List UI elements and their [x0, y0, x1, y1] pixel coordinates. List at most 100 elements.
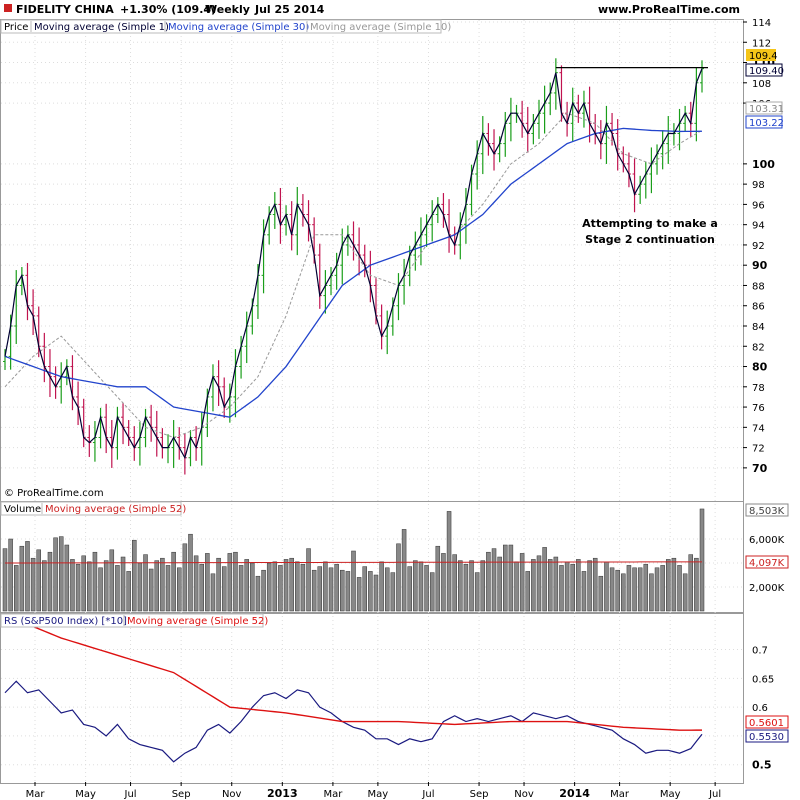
x-tick-label: Sep	[172, 789, 191, 800]
grid-lines	[1, 20, 743, 782]
last-price-tag: 109.4	[749, 51, 778, 62]
volume-bar	[525, 571, 530, 612]
volume-legend-box	[0, 501, 182, 516]
volume-bar	[58, 536, 64, 612]
volume-bar	[266, 562, 272, 612]
volume-bar	[452, 554, 457, 612]
volume-bar	[570, 563, 575, 612]
price-ytick-label: 100	[752, 158, 775, 171]
volume-ma-line	[4, 561, 703, 564]
rs-ytick-label: 0.65	[752, 674, 774, 685]
volume-bar	[390, 572, 396, 612]
volume-bar	[334, 563, 339, 612]
x-tick-label: 2014	[559, 787, 590, 800]
chart-date: Jul 25 2014	[254, 3, 325, 16]
legend-ma10[interactable]: Moving average (Simple 10)	[310, 22, 451, 33]
volume-ytick-label: 2,000K	[749, 583, 785, 594]
volume-bar	[300, 563, 306, 612]
volume-bar	[148, 568, 154, 612]
volume-bar	[609, 567, 615, 612]
volume-bar	[413, 560, 418, 612]
price-ytick-label: 78	[752, 383, 765, 394]
volume-bar	[278, 565, 283, 612]
volume-bar	[53, 537, 58, 612]
volume-bar	[295, 561, 300, 612]
volume-bar	[514, 561, 519, 612]
volume-bar	[446, 511, 452, 612]
legend-price[interactable]: Price	[4, 22, 28, 33]
volume-bar	[469, 560, 474, 612]
volume-bar	[126, 571, 131, 612]
rs-ma-last-tag: 0.5601	[749, 718, 784, 729]
volume-bar	[531, 559, 536, 612]
volume-bar	[75, 563, 81, 612]
volume-bar	[598, 575, 604, 612]
legend-rs-ma52[interactable]: Moving average (Simple 52)	[127, 616, 268, 627]
x-tick-label: Nov	[222, 789, 242, 800]
volume-bar	[463, 563, 469, 612]
x-tick-label: May	[660, 789, 681, 800]
volume-bar	[615, 569, 620, 612]
volume-bar	[576, 559, 581, 612]
volume-bar	[559, 565, 564, 612]
volume-bar	[199, 563, 204, 612]
volume-bar	[587, 560, 592, 612]
volume-last-tag: 8,503K	[749, 506, 785, 517]
volume-bar	[103, 560, 109, 612]
volume-bar	[536, 555, 542, 612]
volume-bar	[177, 567, 182, 612]
volume-bar	[137, 562, 143, 612]
volume-bar	[221, 566, 227, 612]
x-tick-label: Mar	[323, 789, 343, 800]
rs-ma-line	[4, 614, 703, 731]
x-tick-label: Sep	[470, 789, 489, 800]
legend-rs[interactable]: RS (S&P500 Index) [*10]	[4, 616, 127, 627]
volume-bar	[30, 557, 36, 612]
volume-bar	[311, 569, 317, 612]
last-value-tags: 109.4 109.40 103.31 103.22 8,503K 4,097K…	[745, 49, 789, 743]
volume-bar	[340, 569, 345, 612]
price-ytick-label: 98	[752, 180, 765, 191]
volume-legend: Volume Moving average (Simple 52)	[0, 501, 186, 516]
volume-bar	[36, 549, 41, 612]
volume-bar	[508, 544, 514, 612]
price-ytick-label: 70	[752, 462, 768, 475]
volume-bar	[671, 557, 677, 612]
volume-bar	[699, 508, 705, 612]
site-url[interactable]: www.ProRealTime.com	[598, 3, 740, 16]
price-ytick-label: 94	[752, 221, 765, 232]
ma1-tag-bg	[745, 63, 783, 77]
price-series	[3, 58, 708, 475]
volume-bar	[345, 571, 351, 612]
legend-ma1[interactable]: Moving average (Simple 1)	[34, 22, 169, 33]
x-tick-label: Mar	[26, 789, 46, 800]
legend-volume-ma52[interactable]: Moving average (Simple 52)	[45, 504, 186, 515]
volume-bar	[407, 566, 412, 612]
price-ytick-label: 96	[752, 200, 765, 211]
copyright: © ProRealTime.com	[4, 488, 104, 499]
volume-panel-frame	[0, 501, 744, 613]
x-tick-label: May	[75, 789, 96, 800]
volume-bar	[109, 549, 115, 612]
volume-bar	[227, 553, 233, 612]
volume-bar	[503, 544, 508, 612]
price-legend: Price Moving average (Simple 1) Moving a…	[0, 19, 451, 34]
legend-volume[interactable]: Volume	[4, 504, 41, 515]
volume-bar	[682, 573, 688, 612]
volume-bar	[261, 569, 266, 612]
price-ytick-label: 74	[752, 423, 765, 434]
volume-bar	[592, 557, 598, 612]
rs-series	[4, 614, 703, 763]
volume-bar	[306, 548, 311, 612]
legend-ma30[interactable]: Moving average (Simple 30)	[168, 22, 309, 33]
rs-tag-bg	[745, 729, 789, 743]
volume-bar	[519, 553, 525, 612]
volume-bar	[553, 556, 559, 612]
price-ytick-label: 84	[752, 322, 765, 333]
volume-bar	[474, 572, 480, 612]
volume-bar	[328, 567, 334, 612]
rs-last-tag: 0.5530	[749, 732, 784, 743]
instrument-marker-icon	[4, 4, 12, 12]
volume-bar	[621, 573, 626, 612]
